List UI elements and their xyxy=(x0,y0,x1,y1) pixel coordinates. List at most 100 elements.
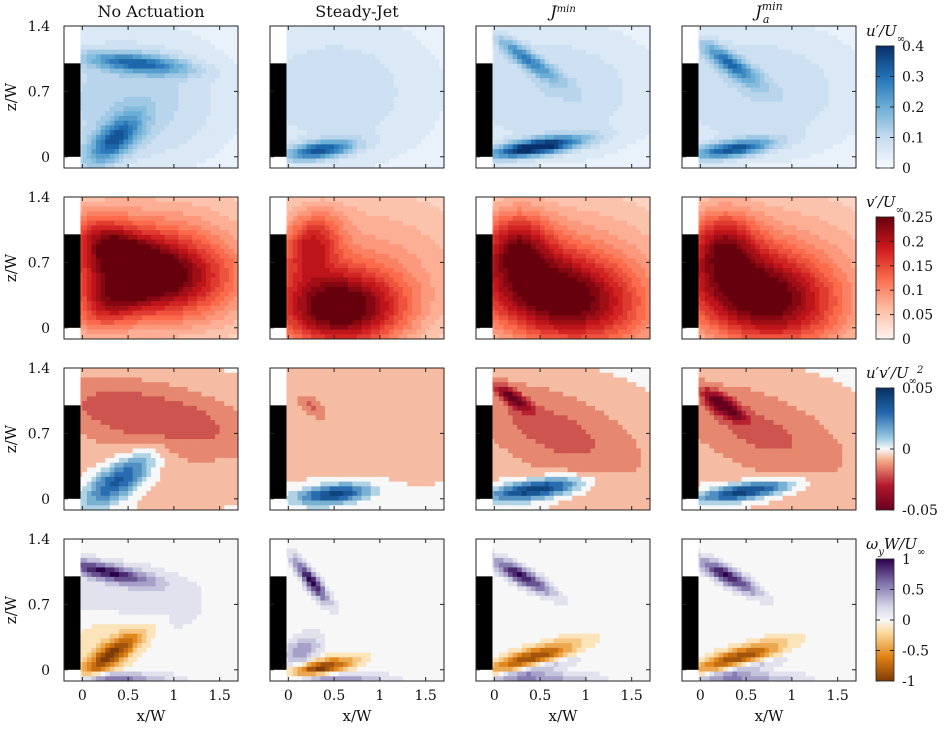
heatmap-cell xyxy=(215,163,221,168)
heatmap-cell xyxy=(91,244,97,250)
heatmap-cell xyxy=(842,158,848,164)
heatmap-cell xyxy=(361,163,367,168)
heatmap-cell xyxy=(755,149,761,155)
heatmap-cell xyxy=(324,30,331,37)
heatmap-cell xyxy=(608,26,614,32)
heatmap-cell xyxy=(393,149,399,155)
heatmap-cell xyxy=(105,239,111,245)
heatmap-cell xyxy=(430,26,436,32)
heatmap-cell xyxy=(434,158,441,164)
heatmap-cell xyxy=(370,158,376,164)
heatmap-cell xyxy=(512,149,518,155)
heatmap-cell xyxy=(434,68,441,74)
heatmap-cell xyxy=(100,215,106,222)
heatmap-cell xyxy=(128,40,134,46)
heatmap-cell xyxy=(819,158,825,164)
heatmap-cell xyxy=(411,125,418,131)
y-tick-label: 0 xyxy=(41,150,50,166)
masked-region xyxy=(682,26,699,64)
heatmap-cell xyxy=(613,125,619,131)
heatmap-cell xyxy=(823,54,830,60)
heatmap-cell xyxy=(118,111,125,117)
heatmap-cell xyxy=(411,68,418,74)
heatmap-cell xyxy=(805,87,811,93)
heatmap-cell xyxy=(512,144,518,150)
heatmap-cell xyxy=(334,30,340,37)
heatmap-cell xyxy=(128,120,134,126)
heatmap-cell xyxy=(769,35,775,41)
heatmap-cell xyxy=(297,101,303,108)
heatmap-cell xyxy=(82,272,88,279)
heatmap-cell xyxy=(608,125,614,131)
heatmap-cell xyxy=(375,82,381,89)
heatmap-cell xyxy=(169,125,175,131)
heatmap-panel: 00.71.4 xyxy=(28,19,239,169)
heatmap-cell xyxy=(439,54,444,60)
heatmap-cell xyxy=(599,149,605,155)
heatmap-cell xyxy=(155,120,161,126)
heatmap-cell xyxy=(796,134,802,141)
heatmap-cell xyxy=(219,82,225,89)
heatmap-cell xyxy=(118,78,125,84)
heatmap-cell xyxy=(86,35,93,41)
heatmap-cell xyxy=(306,82,312,89)
heatmap-cell xyxy=(558,144,564,150)
heatmap-cell xyxy=(709,87,715,93)
heatmap-cell xyxy=(96,163,102,168)
heatmap-cell xyxy=(137,59,143,65)
heatmap-cell xyxy=(846,125,853,131)
heatmap-cell xyxy=(114,101,120,108)
heatmap-cell xyxy=(549,144,555,150)
heatmap-cell xyxy=(114,201,120,208)
heatmap-cell xyxy=(178,111,184,117)
heatmap-cell xyxy=(778,40,784,46)
heatmap-cell xyxy=(366,158,372,164)
heatmap-cell xyxy=(375,26,381,32)
heatmap-cell xyxy=(370,139,376,145)
heatmap-cell xyxy=(123,134,129,141)
heatmap-cell xyxy=(434,120,441,126)
heatmap-cell xyxy=(851,106,856,112)
heatmap-cell xyxy=(173,35,180,41)
heatmap-cell xyxy=(736,73,743,79)
heatmap-cell xyxy=(617,153,624,160)
heatmap-cell xyxy=(530,111,537,117)
heatmap-cell xyxy=(796,149,802,155)
heatmap-cell xyxy=(563,115,569,122)
heatmap-cell xyxy=(640,101,647,108)
heatmap-cell xyxy=(196,97,202,103)
heatmap-cell xyxy=(91,291,97,297)
heatmap-cell xyxy=(764,120,770,126)
heatmap-cell xyxy=(91,282,97,288)
heatmap-cell xyxy=(837,130,843,136)
heatmap-cell xyxy=(833,49,839,55)
heatmap-cell xyxy=(105,111,111,117)
heatmap-cell xyxy=(851,78,856,84)
heatmap-cell xyxy=(755,87,761,93)
heatmap-cell xyxy=(302,130,308,136)
heatmap-cell xyxy=(590,153,596,160)
heatmap-cell xyxy=(819,130,825,136)
heatmap-cell xyxy=(306,92,312,98)
heatmap-cell xyxy=(86,206,93,212)
heatmap-cell xyxy=(169,73,175,79)
heatmap-cell xyxy=(375,125,381,131)
heatmap-cell xyxy=(228,49,235,55)
heatmap-cell xyxy=(521,97,527,103)
heatmap-cell xyxy=(599,92,605,98)
heatmap-cell xyxy=(521,144,527,150)
heatmap-cell xyxy=(842,78,848,84)
heatmap-cell xyxy=(96,211,102,217)
heatmap-cell xyxy=(210,120,216,126)
heatmap-cell xyxy=(741,87,747,93)
heatmap-cell xyxy=(201,149,207,155)
heatmap-cell xyxy=(357,125,363,131)
heatmap-cell xyxy=(549,111,555,117)
heatmap-cell xyxy=(201,40,207,46)
heatmap-cell xyxy=(118,63,125,70)
heatmap-cell xyxy=(137,30,143,37)
heatmap-cell xyxy=(334,54,340,60)
heatmap-cell xyxy=(631,149,637,155)
heatmap-cell xyxy=(732,30,738,37)
heatmap-cell xyxy=(160,134,166,141)
